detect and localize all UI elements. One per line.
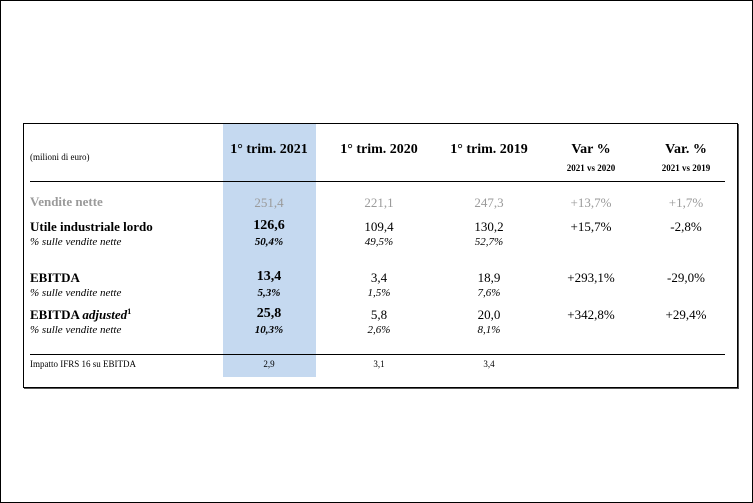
cell-ebitda-adj-pct-2019: 8,1% — [477, 324, 501, 336]
cell-utile-2020: 109,4 — [364, 219, 394, 234]
col-header-2019: 1° trim. 2019 — [450, 142, 528, 157]
cell-ebitda-adj-2019: 20,0 — [477, 307, 501, 322]
footer-divider — [30, 354, 725, 355]
cell-utile-2021: 126,6 — [253, 218, 285, 233]
col-header-var-2019: Var. % — [665, 142, 707, 157]
footnote-marker: 1 — [127, 307, 132, 316]
row-label-utile-pct: % sulle vendite nette — [30, 236, 122, 248]
row-label-ifrs: Impatto IFRS 16 su EBITDA — [30, 359, 137, 369]
cell-utile-pct-2021: 50,4% — [254, 236, 284, 248]
cell-ebitda-adj-2021: 25,8 — [256, 306, 282, 321]
cell-ebitda-adj-2020: 5,8 — [370, 307, 388, 322]
cell-vendite-2021: 251,4 — [254, 195, 284, 210]
cell-ebitda-2021: 13,4 — [256, 269, 282, 284]
col-subheader-var-2020: 2021 vs 2020 — [566, 163, 616, 173]
cell-ebitda-adj-var-2019: +29,4% — [665, 307, 707, 322]
cell-utile-var-2020: +15,7% — [570, 219, 612, 234]
cell-ebitda-pct-2021: 5,3% — [257, 287, 281, 299]
cell-utile-2019: 130,2 — [474, 219, 504, 234]
cell-ebitda-adj-pct-2021: 10,3% — [254, 324, 284, 336]
cell-ebitda-adj-var-2020: +342,8% — [567, 307, 615, 322]
cell-ifrs-2019: 3,4 — [483, 359, 495, 369]
cell-utile-pct-2020: 49,5% — [364, 236, 394, 248]
col-subheader-var-2019: 2021 vs 2019 — [661, 163, 711, 173]
cell-vendite-2019: 247,3 — [474, 195, 504, 210]
cell-utile-var-2019: -2,8% — [670, 219, 702, 234]
cell-vendite-var-2019: +1,7% — [668, 195, 704, 210]
current-quarter-highlight — [223, 124, 316, 377]
cell-ebitda-2019: 18,9 — [477, 270, 501, 285]
row-label-ebitda-adjusted: EBITDA adjusted1 — [30, 307, 132, 322]
row-label-utile: Utile industriale lordo — [30, 219, 153, 234]
col-header-2020: 1° trim. 2020 — [340, 142, 418, 157]
row-label-ebitda-adjusted-main: EBITDA — [30, 307, 80, 322]
row-label-ebitda: EBITDA — [30, 270, 80, 285]
cell-ebitda-pct-2019: 7,6% — [477, 287, 501, 299]
col-header-var-2020: Var % — [571, 142, 611, 157]
cell-vendite-2020: 221,1 — [364, 195, 394, 210]
row-label-ebitda-adj-pct: % sulle vendite nette — [30, 324, 122, 336]
cell-ebitda-pct-2020: 1,5% — [367, 287, 391, 299]
cell-ebitda-var-2020: +293,1% — [567, 270, 615, 285]
cell-ifrs-2021: 2,9 — [263, 359, 275, 369]
cell-ifrs-2020: 3,1 — [373, 359, 385, 369]
cell-ebitda-var-2019: -29,0% — [667, 270, 705, 285]
cell-ebitda-2020: 3,4 — [370, 270, 388, 285]
cell-ebitda-adj-pct-2020: 2,6% — [367, 324, 391, 336]
unit-label: (milioni di euro) — [30, 152, 90, 162]
header-divider — [30, 181, 725, 182]
row-label-ebitda-adjusted-italic: adjusted — [82, 307, 128, 322]
col-header-2021: 1° trim. 2021 — [230, 142, 308, 157]
cell-utile-pct-2019: 52,7% — [474, 236, 504, 248]
cell-vendite-var-2020: +13,7% — [570, 195, 612, 210]
financial-table — [23, 123, 738, 388]
row-label-vendite: Vendite nette — [30, 194, 103, 209]
row-label-ebitda-pct: % sulle vendite nette — [30, 287, 122, 299]
